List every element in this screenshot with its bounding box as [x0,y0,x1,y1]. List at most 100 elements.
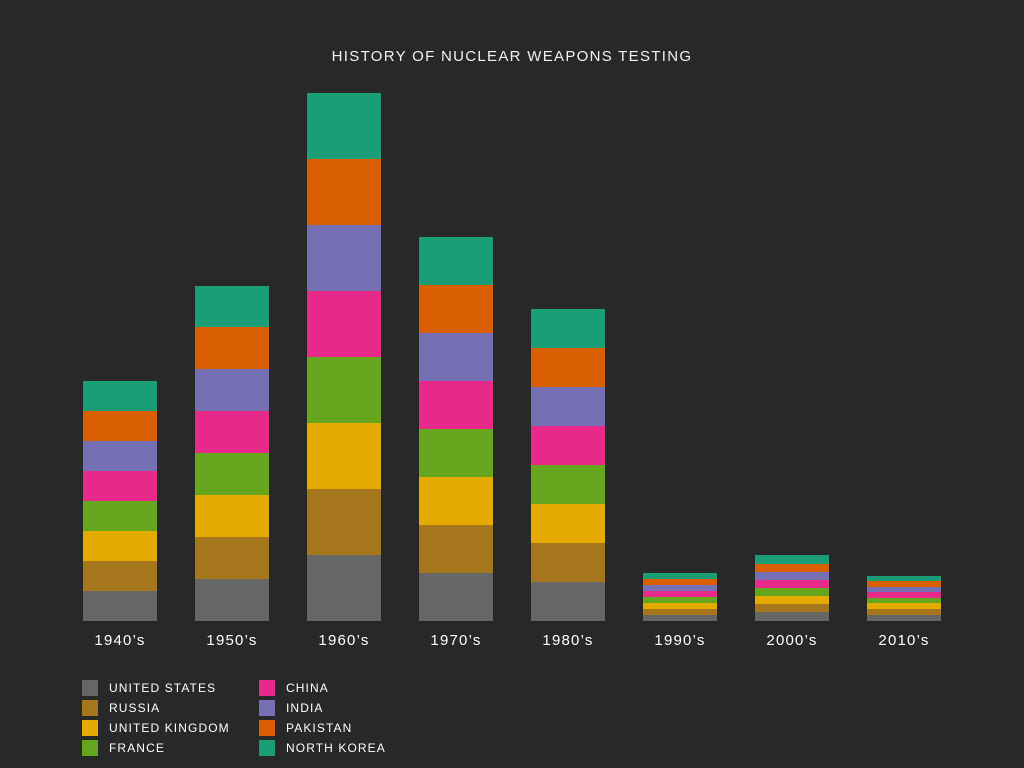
bar-segment [419,285,493,333]
bar-segment [307,93,381,159]
bar-segment [867,609,941,615]
bar-segment [419,573,493,621]
bar-segment [643,603,717,609]
bar-segment [83,381,157,411]
bar-segment [419,333,493,381]
x-tick-label: 1980’s [542,632,593,649]
bar-segment [195,579,269,621]
bar-segment [195,453,269,495]
legend-swatch [259,680,275,696]
bar-segment [195,411,269,453]
bar-segment [83,411,157,441]
bar-segment [531,387,605,426]
bar-segment [867,603,941,609]
bar-segment [307,159,381,225]
bar-segment [867,615,941,621]
bar-segment [83,531,157,561]
legend-label: UNITED STATES [109,681,217,695]
legend-item: NORTH KOREA [259,738,386,758]
bar-segment [755,604,829,612]
legend: UNITED STATES RUSSIA UNITED KINGDOM FRANCE C… [82,678,422,762]
bar-segment [867,598,941,603]
legend-swatch [259,700,275,716]
legend-swatch [82,680,98,696]
bar-segment [531,582,605,621]
bar-segment [755,588,829,596]
bar-segment [195,537,269,579]
legend-swatch [82,700,98,716]
bar-segment [643,609,717,615]
legend-label: PAKISTAN [286,721,353,735]
x-tick-label: 1960’s [318,632,369,649]
x-axis-ticks: 1940’s 1950’s 1960’s 1970’s 1980’s 1990’s 2000… [94,632,929,649]
legend-item: FRANCE [82,738,165,758]
bar-segment [643,597,717,603]
bar-segment [419,525,493,573]
x-tick-label: 2000’s [766,632,817,649]
bar-segment [195,286,269,327]
bar-segment [531,543,605,582]
bar-segment [195,495,269,537]
legend-item: UNITED STATES [82,678,216,698]
legend-swatch [259,740,275,756]
bar-segment [755,612,829,621]
legend-swatch [82,720,98,736]
bar-segment [419,381,493,429]
bar-segment [307,291,381,357]
bar-segment [867,587,941,592]
bar-segment [307,357,381,423]
legend-label: NORTH KOREA [286,741,386,755]
legend-label: FRANCE [109,741,165,755]
x-tick-label: 1940’s [94,632,145,649]
legend-label: UNITED KINGDOM [109,721,230,735]
chart-title: HISTORY OF NUCLEAR WEAPONS TESTING [331,48,693,65]
legend-item: UNITED KINGDOM [82,718,230,738]
bar-segment [419,237,493,285]
bar-segment [755,572,829,580]
bar-segment [83,561,157,591]
bar-segment [867,576,941,581]
legend-swatch [82,740,98,756]
bar-segment [83,501,157,531]
legend-item: PAKISTAN [259,718,352,738]
bar-segment [643,579,717,585]
bar-segment [643,585,717,591]
legend-label: INDIA [286,701,324,715]
bar-segment [307,423,381,489]
x-tick-label: 2010’s [878,632,929,649]
bar-segment [195,327,269,369]
bar-segment [307,555,381,621]
legend-swatch [259,720,275,736]
bar-segment [531,309,605,348]
bar-segment [83,441,157,471]
bars-layer [83,93,941,621]
legend-item: CHINA [259,678,329,698]
bar-segment [531,465,605,504]
bar-segment [643,573,717,579]
legend-item: RUSSIA [82,698,160,718]
bar-segment [531,426,605,465]
bar-segment [307,489,381,555]
bar-segment [419,429,493,477]
bar-segment [83,591,157,621]
legend-label: RUSSIA [109,701,161,715]
x-tick-label: 1970’s [430,632,481,649]
stacked-bar-chart: 1940’s 1950’s 1960’s 1970’s 1980’s 1990’s 2000… [83,93,941,649]
bar-segment [307,225,381,291]
x-tick-label: 1990’s [654,632,705,649]
bar-segment [83,471,157,501]
bar-segment [643,591,717,597]
bar-segment [531,348,605,387]
bar-segment [755,564,829,572]
x-tick-label: 1950’s [206,632,257,649]
bar-segment [531,504,605,543]
bar-segment [755,596,829,604]
bar-segment [867,592,941,598]
bar-segment [755,555,829,564]
bar-segment [643,615,717,621]
legend-item: INDIA [259,698,324,718]
bar-segment [755,580,829,588]
legend-label: CHINA [286,681,329,695]
bar-segment [419,477,493,525]
bar-segment [867,581,941,587]
